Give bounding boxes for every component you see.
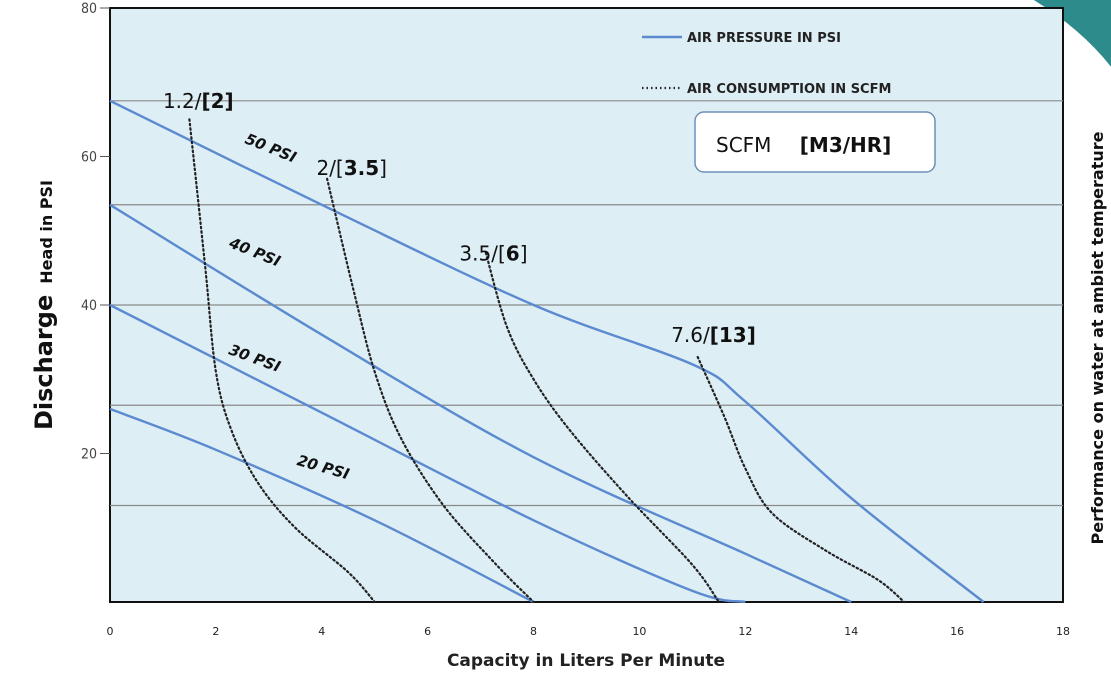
x-axis-ticks: 0 2 4 6 8 10 12 14 16 18: [107, 625, 1071, 638]
consumption-series: [188, 118, 906, 604]
units-box-m3hr: [M3/HR]: [800, 133, 892, 157]
x-tick-label: 4: [318, 625, 325, 638]
x-tick-label: 18: [1056, 625, 1070, 638]
consumption-line-4: [696, 355, 906, 604]
x-tick-label: 14: [844, 625, 858, 638]
pressure-series: [109, 99, 985, 604]
right-side-label: Performance on water at ambiet temperatu…: [1088, 131, 1107, 544]
x-tick-label: 6: [424, 625, 431, 638]
pressure-line-20-psi: [109, 407, 535, 604]
consumption-labels: 1.2/[2] 2/[3.5] 3.5/[6] 7.6/[13]: [163, 89, 756, 347]
x-tick-label: 16: [950, 625, 964, 638]
units-box: SCFM [M3/HR]: [694, 111, 936, 173]
x-tick-label: 8: [530, 625, 537, 638]
consumption-line-3: [484, 251, 720, 604]
consumption-label: 7.6/[13]: [671, 323, 756, 347]
units-box-text: SCFM [M3/HR]: [716, 133, 891, 157]
teal-corner-edge: [1028, 0, 1111, 72]
x-tick-label: 0: [107, 625, 114, 638]
y-axis-label-rest: Head in PSI: [37, 180, 56, 284]
consumption-line-2: [326, 177, 535, 604]
legend-label-consumption: AIR CONSUMPTION IN SCFM: [687, 82, 891, 97]
y-axis-label: Discharge Head in PSI: [30, 180, 58, 430]
y-axis-label-bold: Discharge: [30, 295, 58, 430]
y-axis-ticks: 80 60 40 20: [81, 1, 110, 463]
y-tick-label: 60: [81, 150, 97, 166]
x-axis-label: Capacity in Liters Per Minute: [447, 651, 725, 671]
consumption-line-1: [188, 118, 376, 604]
teal-corner-decoration: [1030, 0, 1111, 70]
gridlines: [110, 100, 1063, 507]
y-tick-label: 80: [81, 1, 97, 17]
pressure-line-30-psi: [109, 303, 746, 604]
pressure-line-40-psi: [109, 203, 852, 604]
x-tick-label: 2: [212, 625, 219, 638]
consumption-label: 2/[3.5]: [316, 156, 387, 180]
y-tick-label: 40: [81, 298, 97, 314]
legend: AIR PRESSURE IN PSI AIR CONSUMPTION IN S…: [642, 31, 891, 97]
legend-label-pressure: AIR PRESSURE IN PSI: [687, 31, 841, 46]
consumption-label: 3.5/[6]: [459, 241, 527, 265]
units-box-frame: [694, 111, 936, 173]
units-box-scfm: SCFM: [716, 133, 771, 157]
pressure-line-50-psi: [109, 99, 985, 603]
consumption-label: 1.2/[2]: [163, 89, 234, 113]
y-tick-label: 20: [81, 447, 97, 463]
x-tick-label: 12: [738, 625, 752, 638]
x-tick-label: 10: [632, 625, 646, 638]
